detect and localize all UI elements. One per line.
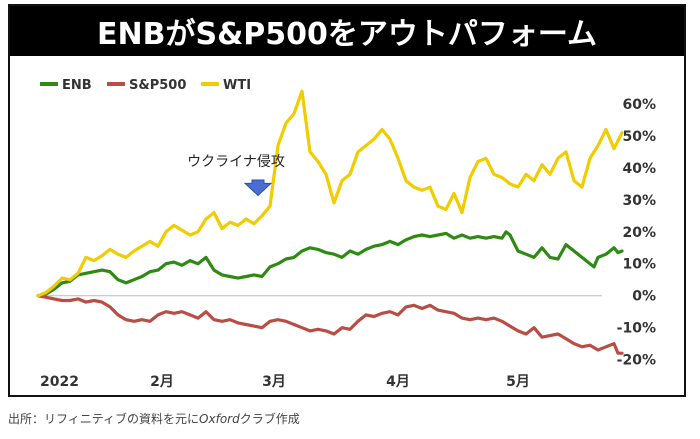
legend-label-0: ENB: [62, 78, 92, 93]
y-tick-label-3: 30%: [622, 193, 656, 209]
y-tick-label-0: 60%: [622, 97, 656, 113]
y-tick-label-1: 50%: [622, 129, 656, 145]
x-tick-label-0: 2022: [40, 374, 79, 390]
caption-after: クラブ作成: [239, 412, 300, 426]
y-tick-label-7: -10%: [617, 321, 656, 337]
series-line-wti: [36, 89, 624, 298]
y-tick-label-5: 10%: [622, 257, 656, 273]
legend-label-2: WTI: [223, 78, 251, 93]
y-tick-label-4: 20%: [622, 225, 656, 241]
series-lines: [36, 89, 624, 355]
y-tick-label-2: 40%: [622, 161, 656, 177]
chart-title: ENBがS&P500をアウトパフォーム: [10, 6, 684, 56]
annotation: ウクライナ侵攻: [187, 153, 285, 197]
x-tick-label-4: 5月: [506, 374, 530, 390]
caption-before: 出所：リフィニティブの資料を元に: [8, 412, 200, 426]
x-tick-label-3: 4月: [386, 374, 410, 390]
x-axis-ticks: 2022 2月 3月 4月 5月: [40, 374, 530, 390]
annotation-label: ウクライナ侵攻: [187, 153, 285, 170]
source-caption: 出所：リフィニティブの資料を元にOxfordクラブ作成: [8, 410, 300, 427]
y-tick-label-8: -20%: [617, 353, 656, 369]
legend: ENB S&P500 WTI: [40, 78, 251, 93]
caption-brand: Oxford: [199, 412, 240, 426]
series-line-sp500: [36, 294, 624, 355]
x-tick-label-1: 2月: [150, 374, 174, 390]
x-tick-label-2: 3月: [262, 374, 286, 390]
y-axis-ticks: 60% 50% 40% 30% 20% 10% 0% -10% -20%: [617, 97, 656, 369]
legend-label-1: S&P500: [129, 78, 186, 93]
annotation-arrow-icon: [243, 179, 273, 197]
series-line-enb: [36, 230, 624, 298]
y-tick-label-6: 0%: [632, 289, 656, 305]
chart-frame: ENBがS&P500をアウトパフォーム: [8, 4, 686, 397]
